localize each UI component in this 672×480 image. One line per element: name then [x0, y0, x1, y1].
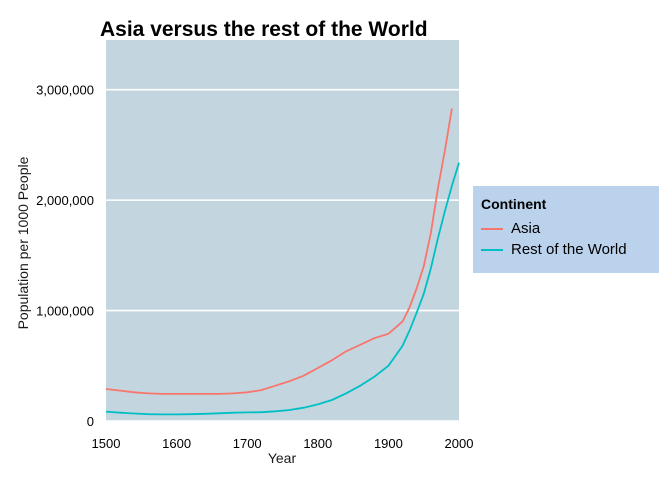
y-tick-label: 0: [87, 414, 94, 429]
x-tick-label: 1800: [303, 436, 332, 451]
series-line-rest-of-the-world: [105, 162, 460, 416]
legend-title: Continent: [481, 196, 547, 212]
grid-lines: [106, 88, 459, 422]
chart-title: Asia versus the rest of the World: [100, 18, 428, 41]
legend-key-rest-of-world: [481, 248, 503, 251]
legend-label-rest-of-world: Rest of the World: [511, 241, 627, 258]
y-tick-label: 1,000,000: [36, 304, 94, 319]
x-tick-label: 1500: [92, 436, 121, 451]
x-axis: 1500 1600 1700 1800 1900 2000: [92, 436, 474, 451]
series-layer: [105, 108, 460, 416]
legend-label-asia: Asia: [511, 220, 541, 237]
y-tick-label: 2,000,000: [36, 193, 94, 208]
x-tick-label: 1600: [162, 436, 191, 451]
x-tick-label: 1700: [233, 436, 262, 451]
legend-key-asia: [481, 227, 503, 230]
series-line-asia: [105, 108, 453, 395]
y-axis: 0 1,000,000 2,000,000 3,000,000: [36, 83, 94, 429]
legend-item-rest-of-world: Rest of the World: [481, 239, 651, 260]
x-tick-label: 1900: [374, 436, 403, 451]
x-axis-title: Year: [268, 450, 297, 466]
legend: Continent Asia Rest of the World: [473, 186, 659, 273]
plot-panel: [106, 40, 459, 421]
y-tick-label: 3,000,000: [36, 83, 94, 98]
x-tick-label: 2000: [445, 436, 474, 451]
legend-item-asia: Asia: [481, 218, 651, 239]
y-axis-title: Population per 1000 People: [15, 156, 31, 329]
